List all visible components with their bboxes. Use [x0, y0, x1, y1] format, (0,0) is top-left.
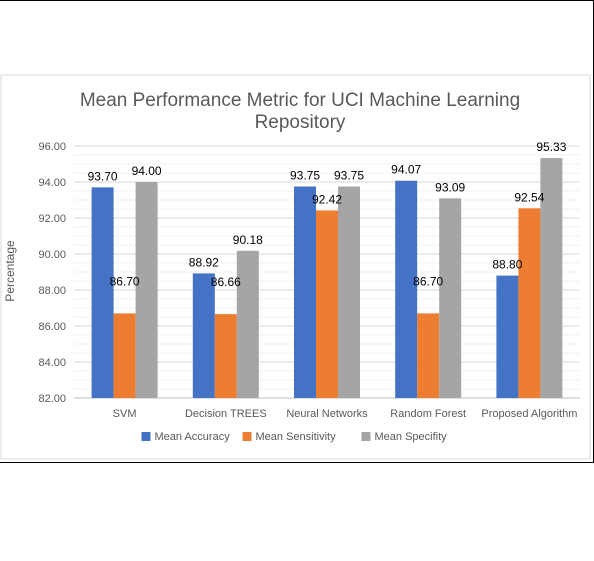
- bar: [294, 186, 316, 398]
- data-label: 92.54: [514, 190, 544, 204]
- data-label: 92.42: [312, 192, 342, 206]
- y-tick-label: 88.00: [38, 285, 66, 297]
- frame-top-border: [0, 0, 594, 1]
- data-label: 86.70: [413, 274, 443, 288]
- y-tick-label: 96.00: [38, 141, 66, 153]
- bar: [135, 182, 158, 398]
- data-label: 93.09: [435, 180, 465, 194]
- bar: [540, 158, 563, 398]
- chart-title-line-1: Mean Performance Metric for UCI Machine …: [80, 90, 520, 111]
- data-label: 88.80: [492, 258, 522, 272]
- data-label: 94.07: [391, 163, 421, 177]
- data-label: 86.70: [110, 274, 140, 288]
- bar: [518, 208, 541, 398]
- y-tick-label: 94.00: [38, 177, 66, 189]
- bar: [113, 313, 136, 398]
- bar: [192, 273, 215, 398]
- legend-label: Mean Accuracy: [155, 431, 231, 443]
- bar: [496, 275, 519, 398]
- y-tick-label: 86.00: [38, 321, 66, 333]
- x-tick-label: Proposed Algorithm: [481, 408, 577, 420]
- bar: [316, 210, 338, 398]
- legend-swatch: [361, 432, 371, 441]
- x-tick-label: Decision TREES: [185, 408, 267, 420]
- y-tick-label: 84.00: [38, 357, 66, 369]
- y-axis-ticks: 82.00 84.00 86.00 88.00 90.00 92.00 94.00 96.00: [38, 141, 66, 405]
- data-label: 88.92: [189, 255, 219, 269]
- y-tick-label: 82.00: [38, 393, 66, 405]
- bar: [236, 250, 259, 398]
- data-label: 86.66: [211, 275, 241, 289]
- legend-swatch: [242, 432, 252, 441]
- data-label: 93.75: [334, 169, 364, 183]
- bar: [439, 198, 462, 398]
- data-label: 95.33: [536, 140, 566, 154]
- bar: [214, 314, 237, 398]
- bar: [338, 186, 360, 398]
- legend-label: Mean Sensitivity: [256, 431, 337, 443]
- bars: [91, 158, 563, 398]
- bar: [417, 313, 440, 398]
- bar: [91, 187, 114, 398]
- legend: Mean Accuracy Mean Sensitivity Mean Specif…: [141, 431, 448, 443]
- y-tick-label: 90.00: [38, 249, 66, 261]
- data-label: 93.75: [290, 169, 320, 183]
- legend-swatch: [141, 432, 151, 441]
- x-tick-label: Random Forest: [390, 408, 466, 420]
- y-tick-label: 92.00: [38, 213, 66, 225]
- y-axis-title: Percentage: [3, 240, 17, 302]
- data-labels: 93.70 86.70 94.00 88.92 86.66 90.18 93.75 92.42…: [88, 140, 567, 289]
- frame-bottom-border: [0, 462, 594, 463]
- data-label: 90.18: [233, 233, 263, 247]
- data-label: 94.00: [132, 164, 162, 178]
- bar: [395, 180, 418, 398]
- x-tick-label: SVM: [113, 408, 137, 420]
- x-axis-ticks: SVM Decision TREES Neural Networks Random F…: [113, 408, 578, 420]
- chart-title-line-2: Repository: [255, 112, 346, 133]
- x-tick-label: Neural Networks: [286, 408, 368, 420]
- data-label: 93.70: [88, 169, 118, 183]
- legend-label: Mean Specifity: [375, 431, 448, 443]
